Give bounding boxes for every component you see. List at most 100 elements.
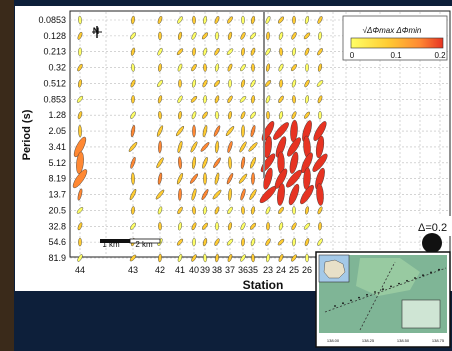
phase-tensor-ellipse [202,222,208,230]
x-tick-label: 25 [289,265,299,275]
phase-tensor-ellipse [212,189,222,200]
phase-tensor-ellipse [203,253,207,263]
ellipse-scale-circle [422,233,442,253]
phase-tensor-ellipse [202,47,208,56]
phase-tensor-ellipse [200,142,210,152]
phase-tensor-ellipse [240,156,246,169]
phase-tensor-ellipse [215,253,219,263]
phase-tensor-ellipse [203,63,207,72]
phase-tensor-ellipse [241,47,245,56]
phase-tensor-ellipse [303,222,311,230]
phase-tensor-ellipse [157,79,163,88]
x-tick-label: 38 [212,265,222,275]
phase-tensor-ellipse [158,253,162,263]
phase-tensor-ellipse [241,124,245,138]
phase-tensor-ellipse [155,189,165,200]
plot-frame [69,10,451,258]
phase-tensor-ellipse [77,254,83,262]
phase-tensor-ellipse [227,95,233,104]
inset-profile-line-2 [359,261,396,331]
phase-tensor-ellipse [265,238,271,246]
phase-tensor-ellipse [202,125,208,138]
phase-tensor-ellipse [215,63,219,72]
colorbar-gradient [350,37,444,49]
inset-station-dot [390,285,392,288]
phase-tensor-ellipse [228,156,232,169]
phase-tensor-ellipse [177,16,183,24]
phase-tensor-ellipse [249,189,257,200]
phase-tensor-ellipse [240,79,246,88]
x-tick-label: 40 [189,265,199,275]
phase-tensor-ellipse [292,47,296,56]
inset-tick-0: 138.00 [327,338,340,343]
phase-tensor-ellipse [158,31,162,41]
phase-tensor-ellipse [177,63,183,72]
phase-tensor-ellipse [227,63,233,72]
phase-tensor-ellipse [318,111,322,120]
phase-tensor-ellipse [305,63,309,72]
phase-tensor-ellipse [78,237,82,247]
x-tick-label: 37 [225,265,235,275]
phase-tensor-ellipse [214,238,220,246]
phase-tensor-ellipse [318,222,322,231]
phase-tensor-ellipse [225,126,235,137]
phase-tensor-ellipse [300,184,314,205]
phase-tensor-ellipse [273,122,289,140]
x-tick-label: 26 [302,265,312,275]
phase-tensor-ellipse [130,124,136,138]
inset-station-dot [366,293,368,296]
y-tick-label: 0.853 [43,94,66,104]
phase-tensor-ellipse [214,48,220,56]
phase-tensor-ellipse [317,95,323,104]
phase-tensor-ellipse [305,253,309,263]
y-tick-label: 0.0853 [38,15,66,25]
y-tick-labels: 0.0853 0.128 0.213 0.32 0.512 0.853 1.28 2.05 3.… [38,15,66,263]
phase-tensor-ellipse [215,31,219,41]
y-axis-label: Period (s) [21,109,33,160]
x-tick-label: 23 [263,265,273,275]
phase-tensor-ellipse [241,206,245,215]
phase-tensor-ellipse [77,222,83,231]
phase-tensor-ellipse [76,151,84,174]
y-tick-label: 0.128 [43,31,66,41]
phase-tensor-ellipse [177,95,183,104]
phase-tensor-ellipse [176,48,184,56]
phase-tensor-ellipse [192,156,196,169]
inset-station-dot [358,296,360,299]
phase-tensor-ellipse [202,156,208,169]
phase-tensor-ellipse [177,253,183,263]
inset-station-dot [430,271,432,274]
phase-tensor-ellipse [278,254,284,262]
phase-tensor-ellipse [158,63,162,72]
colorbar-label: √ΔΦmax ΔΦmin [363,26,422,35]
phase-tensor-ellipse [291,254,297,262]
compass-label: N [93,26,100,36]
phase-tensor-ellipse [251,63,255,72]
phase-tensor-ellipse [239,141,247,153]
phase-tensor-ellipse [78,79,82,88]
phase-tensor-ellipse [228,79,232,88]
phase-tensor-ellipse [266,111,270,120]
colorbar: √ΔΦmax ΔΦmin 0 0.1 0.2 [342,15,448,61]
scale-bar-label-1: 1 km [102,240,120,249]
phase-tensor-ellipse [240,111,246,120]
phase-tensor-ellipse [191,79,197,88]
phase-tensor-ellipse [316,183,324,206]
phase-tensor-ellipse [278,63,284,72]
phase-tensor-ellipse [76,207,84,214]
phase-tensor-ellipse [215,222,219,231]
phase-tensor-ellipse [289,151,299,174]
phase-tensor-ellipse [73,136,87,158]
phase-tensor-ellipse [226,238,234,246]
y-tick-label: 0.32 [48,63,66,73]
phase-tensor-ellipse [292,237,296,247]
x-tick-label: 44 [75,265,85,275]
phase-tensor-ellipse [157,206,163,215]
phase-tensor-ellipse [292,15,296,25]
y-tick-label: 32.8 [48,221,66,231]
phase-tensor-ellipse [130,32,136,40]
phase-tensor-ellipse [131,206,135,215]
phase-tensor-ellipse [227,141,233,153]
phase-tensor-ellipse [292,95,296,104]
